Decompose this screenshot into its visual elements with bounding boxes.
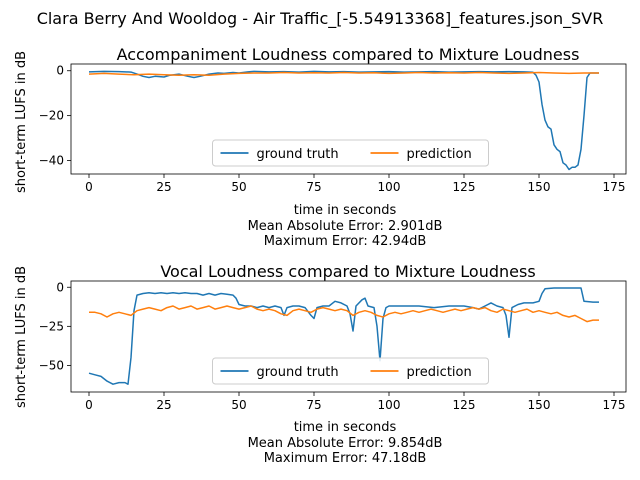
stat-max-error: Maximum Error: 47.18dB [264,451,427,466]
y-tick-label: −20 [39,109,64,123]
chart-title: Vocal Loudness compared to Mixture Loudn… [160,262,535,281]
x-tick-label: 150 [528,398,551,412]
axes-frame [70,280,627,393]
chart-accompaniment: Accompaniment Loudness compared to Mixtu… [14,45,627,249]
x-tick-label: 75 [306,398,321,412]
x-tick-label: 100 [378,398,401,412]
series-line-0 [88,287,599,385]
plot-area: 0 25 50 75 100 125 150 175 0 −20 −40 ground truth pr… [39,63,627,194]
stat-mae: Mean Absolute Error: 2.901dB [248,219,443,234]
x-axis-label: time in seconds [294,420,397,435]
chart-title: Accompaniment Loudness compared to Mixtu… [117,45,580,64]
y-tick-label: 0 [56,280,64,294]
y-tick-label: −50 [39,358,64,372]
x-tick-label: 175 [603,180,626,194]
legend-frame [212,139,489,167]
x-tick-label: 25 [156,180,171,194]
y-axis-label: short-term LUFS in dB [14,51,29,193]
x-tick-label: 150 [528,180,551,194]
x-tick-label: 0 [85,398,93,412]
y-tick-label: −40 [39,154,64,168]
legend-label: ground truth [257,147,339,162]
legend-label: ground truth [257,365,339,380]
x-tick-label: 175 [603,398,626,412]
x-axis-label: time in seconds [294,203,397,218]
legend-label: prediction [407,365,472,380]
y-axis-label: short-term LUFS in dB [14,266,29,408]
y-tick-label: −25 [39,319,64,333]
legend: ground truth prediction [212,357,489,385]
stat-mae: Mean Absolute Error: 9.854dB [248,436,443,451]
series-line-1 [89,305,599,323]
chart-vocal: Vocal Loudness compared to Mixture Loudn… [14,262,627,466]
legend-frame [212,357,489,385]
x-tick-label: 75 [306,180,321,194]
x-tick-label: 100 [378,180,401,194]
x-tick-label: 50 [231,398,246,412]
x-tick-label: 125 [453,180,476,194]
x-tick-label: 125 [453,398,476,412]
legend: ground truth prediction [212,139,489,167]
series-line-0 [88,70,599,171]
x-tick-label: 25 [156,398,171,412]
figure-suptitle: Clara Berry And Wooldog - Air Traffic_[-… [37,9,604,29]
y-tick-label: 0 [56,64,64,78]
legend-label: prediction [407,147,472,162]
series-line-1 [88,71,599,76]
x-tick-label: 50 [231,180,246,194]
plot-area: 0 25 50 75 100 125 150 175 0 −25 −50 ground truth pr… [39,280,627,412]
x-tick-label: 0 [85,180,93,194]
axes-frame [70,63,627,175]
stat-max-error: Maximum Error: 42.94dB [264,234,427,249]
